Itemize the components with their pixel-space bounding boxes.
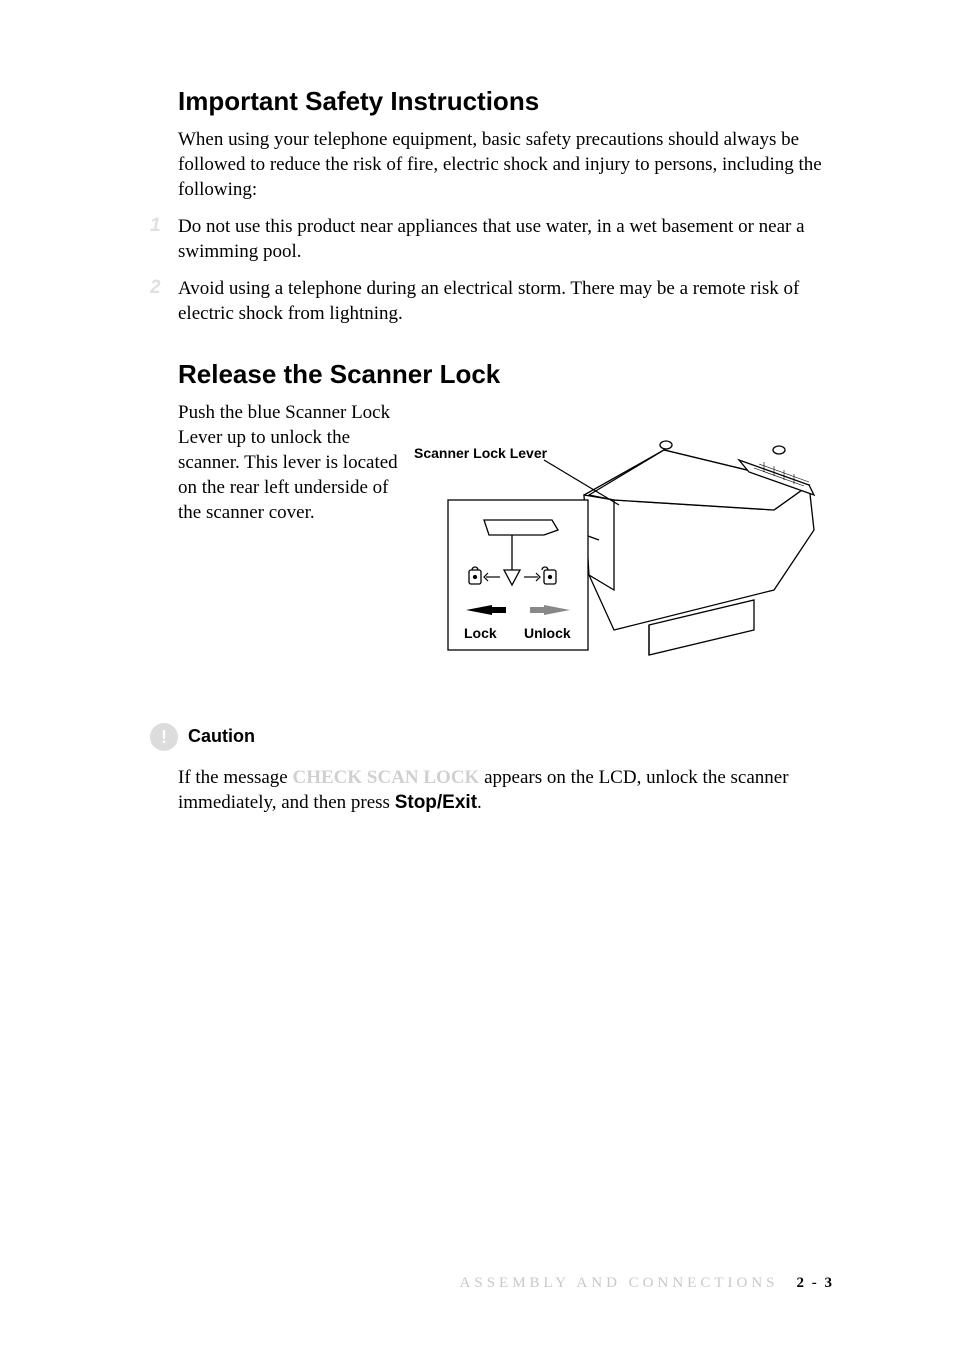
page-footer: ASSEMBLY AND CONNECTIONS 2 - 3	[460, 1275, 834, 1292]
document-page: Important Safety Instructions When using…	[0, 0, 954, 1352]
caution-row: ! Caution	[150, 723, 834, 751]
caution-text-post: .	[477, 792, 482, 813]
page-number: 2 - 3	[797, 1275, 835, 1291]
printer-illustration	[414, 400, 834, 685]
footer-section: ASSEMBLY AND CONNECTIONS	[460, 1275, 779, 1291]
list-text: Do not use this product near appliances …	[178, 214, 834, 264]
caution-text-pre: If the message	[178, 767, 292, 788]
heading-safety: Important Safety Instructions	[178, 86, 834, 117]
list-number: 1	[150, 214, 178, 238]
scanner-text: Push the blue Scanner Lock Lever up to u…	[178, 400, 402, 525]
scanner-diagram: Scanner Lock Lever Lock Unlock	[414, 400, 834, 685]
intro-paragraph: When using your telephone equipment, bas…	[178, 127, 834, 202]
heading-scanner: Release the Scanner Lock	[178, 359, 834, 390]
list-item: 1 Do not use this product near appliance…	[150, 214, 834, 264]
caution-paragraph: If the message CHECK SCAN LOCK appears o…	[178, 765, 834, 815]
safety-list: 1 Do not use this product near appliance…	[150, 214, 834, 326]
lever-label: Scanner Lock Lever	[414, 445, 547, 461]
lock-label: Lock	[464, 625, 497, 641]
scanner-row: Push the blue Scanner Lock Lever up to u…	[178, 400, 834, 685]
stop-exit: Stop/Exit	[395, 792, 477, 813]
list-item: 2 Avoid using a telephone during an elec…	[150, 276, 834, 326]
list-text: Avoid using a telephone during an electr…	[178, 276, 834, 326]
scanner-section: Release the Scanner Lock Push the blue S…	[150, 359, 834, 685]
check-scan-lock: CHECK SCAN LOCK	[292, 767, 479, 788]
unlock-label: Unlock	[524, 625, 571, 641]
caution-icon: !	[150, 723, 178, 751]
caution-label: Caution	[188, 726, 255, 747]
list-number: 2	[150, 276, 178, 300]
